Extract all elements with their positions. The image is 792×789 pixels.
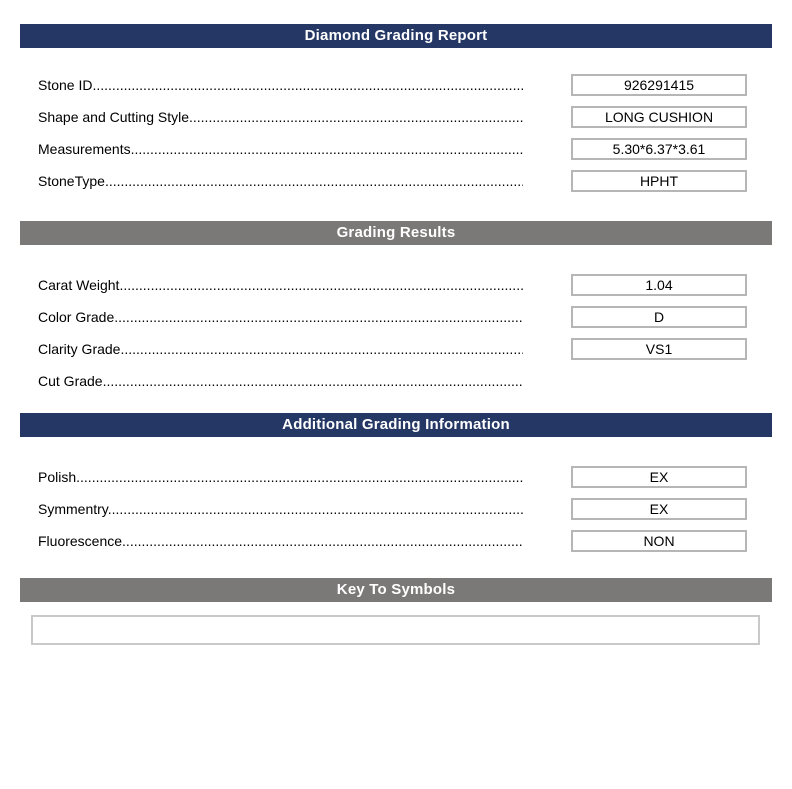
field-value: 926291415 <box>623 77 695 93</box>
field-row-cut-grade: Cut Grade...............................… <box>0 365 792 397</box>
section-body-identification: Stone ID................................… <box>0 69 792 197</box>
dot-leader: ........................................… <box>76 469 523 485</box>
field-value-box: HPHT <box>571 170 747 192</box>
field-label: Fluorescence <box>38 533 123 549</box>
field-label: Carat Weight <box>38 277 120 293</box>
dot-leader: ........................................… <box>107 501 523 517</box>
section-header-additional-grading-information: Additional Grading Information <box>20 413 772 437</box>
field-row-stone-id: Stone ID................................… <box>0 69 792 101</box>
field-value-box: 926291415 <box>571 74 747 96</box>
field-label: Measurements <box>38 141 131 157</box>
field-value: NON <box>643 533 675 549</box>
section-title: Additional Grading Information <box>282 416 510 433</box>
dot-leader: ........................................… <box>120 341 523 357</box>
section-title: Grading Results <box>336 224 456 241</box>
field-row-carat-weight: Carat Weight............................… <box>0 269 792 301</box>
field-row-shape-and-cutting-style: Shape and Cutting Style.................… <box>0 101 792 133</box>
key-to-symbols-box <box>31 615 760 645</box>
field-label: Color Grade <box>38 309 115 325</box>
section-header-key-to-symbols: Key To Symbols <box>20 578 772 602</box>
field-value-box: 1.04 <box>571 274 747 296</box>
field-value-box: VS1 <box>571 338 747 360</box>
field-row-measurements: Measurements............................… <box>0 133 792 165</box>
field-row-stone-type: StoneType...............................… <box>0 165 792 197</box>
dot-leader: ........................................… <box>122 533 523 549</box>
field-value-box: 5.30*6.37*3.61 <box>571 138 747 160</box>
dot-leader: ........................................… <box>119 277 523 293</box>
field-value: 1.04 <box>645 277 673 293</box>
field-value: D <box>653 309 665 325</box>
field-value: 5.30*6.37*3.61 <box>612 141 706 157</box>
dot-leader: ........................................… <box>102 373 523 389</box>
dot-leader: ........................................… <box>130 141 523 157</box>
field-value: HPHT <box>639 173 679 189</box>
field-value: EX <box>649 469 669 485</box>
field-value-box: NON <box>571 530 747 552</box>
field-label: Shape and Cutting Style <box>38 109 189 125</box>
field-label: Symmentry <box>38 501 108 517</box>
dot-leader: ........................................… <box>92 77 523 93</box>
section-body-grading-results: Carat Weight............................… <box>0 269 792 397</box>
section-header-diamond-grading-report: Diamond Grading Report <box>20 24 772 48</box>
field-label: Stone ID <box>38 77 93 93</box>
section-body-additional-grading: Polish..................................… <box>0 461 792 557</box>
field-value: EX <box>649 501 669 517</box>
field-value: VS1 <box>645 341 673 357</box>
field-label: Polish <box>38 469 77 485</box>
dot-leader: ........................................… <box>114 309 523 325</box>
field-value-box: EX <box>571 498 747 520</box>
field-value-box: EX <box>571 466 747 488</box>
dot-leader: ........................................… <box>104 173 523 189</box>
field-row-clarity-grade: Clarity Grade...........................… <box>0 333 792 365</box>
field-value-box: LONG CUSHION <box>571 106 747 128</box>
section-title: Diamond Grading Report <box>304 27 488 44</box>
field-label: Clarity Grade <box>38 341 121 357</box>
field-value-box: D <box>571 306 747 328</box>
field-value: LONG CUSHION <box>604 109 714 125</box>
dot-leader: ........................................… <box>189 109 523 125</box>
field-row-polish: Polish..................................… <box>0 461 792 493</box>
field-row-color-grade: Color Grade.............................… <box>0 301 792 333</box>
field-row-symmetry: Symmentry...............................… <box>0 493 792 525</box>
field-row-fluorescence: Fluorescence............................… <box>0 525 792 557</box>
field-label: StoneType <box>38 173 105 189</box>
field-label: Cut Grade <box>38 373 103 389</box>
section-header-grading-results: Grading Results <box>20 221 772 245</box>
section-title: Key To Symbols <box>336 581 456 598</box>
